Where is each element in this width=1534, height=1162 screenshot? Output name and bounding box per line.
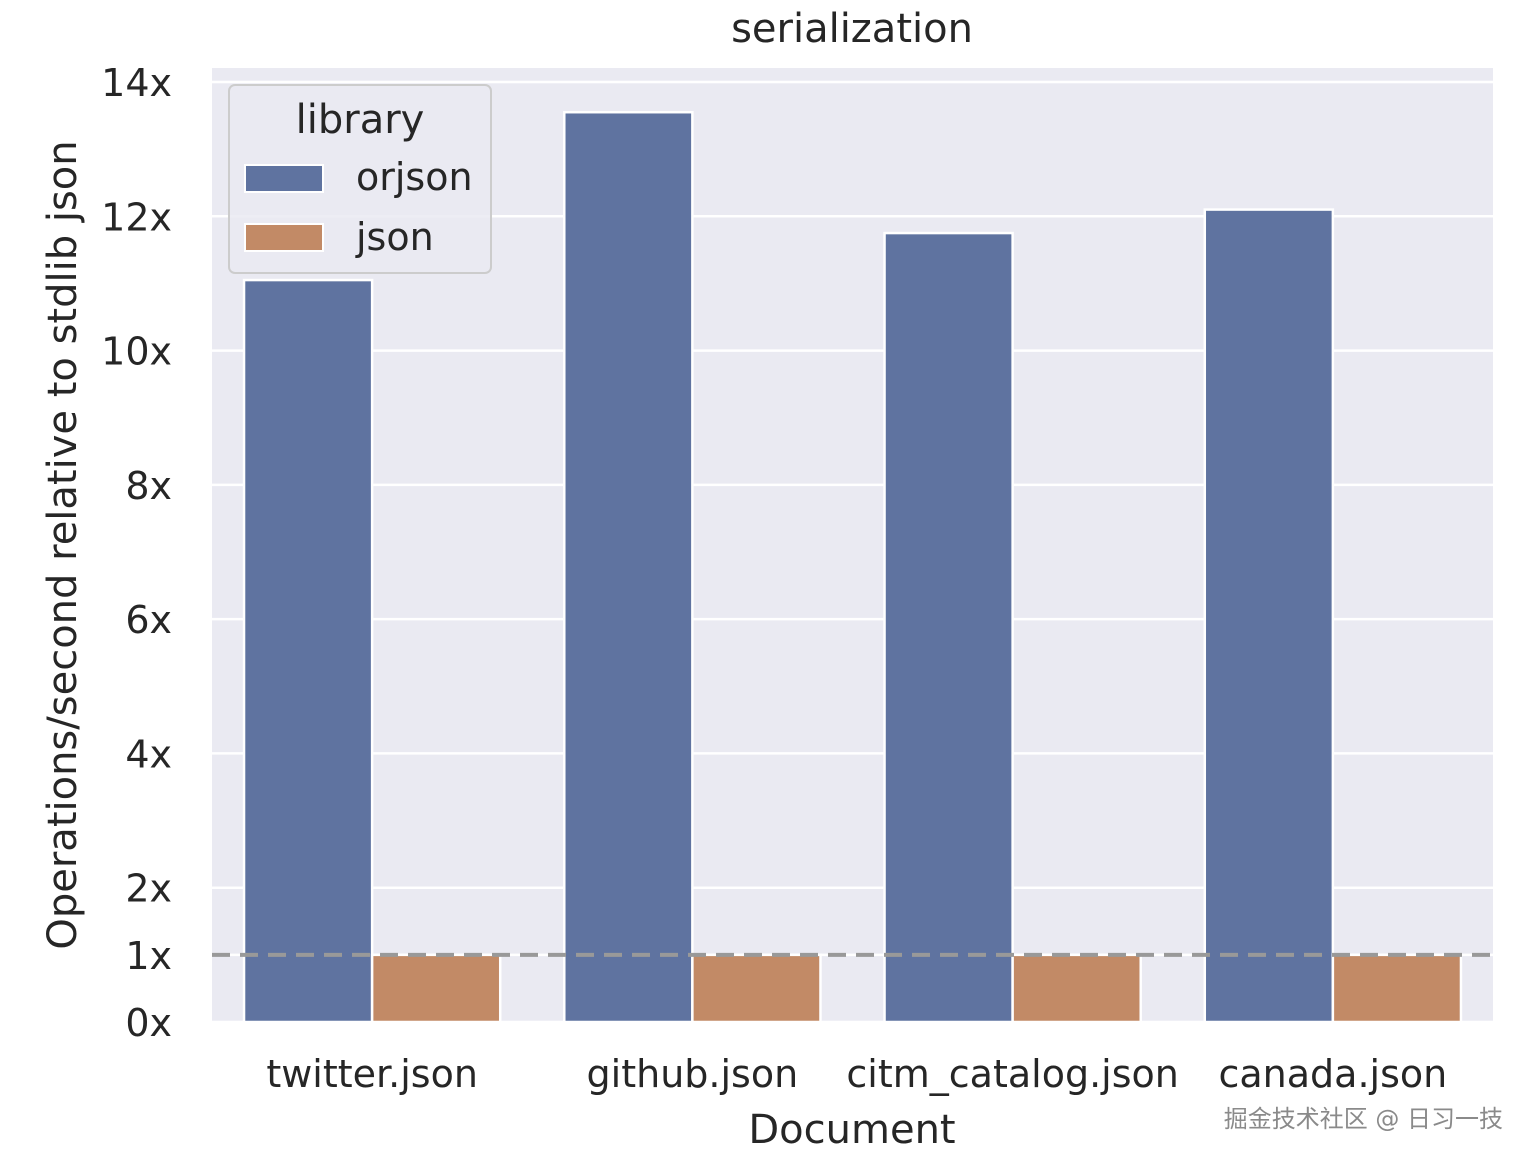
x-tick-labels: twitter.json github.json citm_catalog.json… [266, 1052, 1447, 1096]
legend-swatch-json [244, 223, 324, 252]
legend-swatch-orjson [244, 164, 324, 193]
chart-title: serialization [731, 6, 973, 52]
x-tick-label: twitter.json [266, 1052, 478, 1096]
legend-label-json: json [355, 215, 434, 259]
y-tick-label: 14x [101, 61, 172, 105]
watermark-text: 掘金技术社区 @ 日习一技 [1224, 1105, 1503, 1133]
bar-orjson-citm-catalog-json [883, 231, 1014, 1024]
y-tick-label: 8x [125, 464, 172, 508]
y-axis-label: Operations/second relative to stdlib jso… [40, 140, 86, 949]
y-tick-label: 1x [125, 934, 172, 978]
bar-json-canada-json [1331, 953, 1463, 1024]
y-tick-label: 0x [125, 1001, 172, 1045]
bar-json-citm-catalog-json [1011, 953, 1142, 1024]
legend-title: library [296, 97, 425, 143]
y-tick-label: 6x [125, 598, 172, 642]
x-axis-label: Document [748, 1107, 955, 1153]
y-tick-label: 2x [125, 867, 172, 911]
legend: library orjson json [228, 84, 492, 274]
x-tick-label: citm_catalog.json [846, 1052, 1178, 1096]
legend-label-orjson: orjson [356, 155, 473, 199]
y-tick-label: 10x [101, 330, 172, 374]
bar-json-github-json [691, 953, 822, 1024]
bars [242, 110, 1463, 1024]
x-tick-label: github.json [587, 1052, 799, 1096]
x-tick-label: canada.json [1219, 1052, 1448, 1096]
bar-json-twitter-json [370, 953, 502, 1024]
y-tick-label: 12x [101, 195, 172, 239]
bar-orjson-github-json [563, 110, 694, 1024]
bar-orjson-twitter-json [242, 278, 374, 1024]
y-tick-labels: 0x 1x 2x 4x 6x 8x 10x 12x 14x [101, 61, 172, 1045]
y-tick-label: 4x [125, 732, 172, 776]
bar-orjson-canada-json [1203, 208, 1335, 1024]
